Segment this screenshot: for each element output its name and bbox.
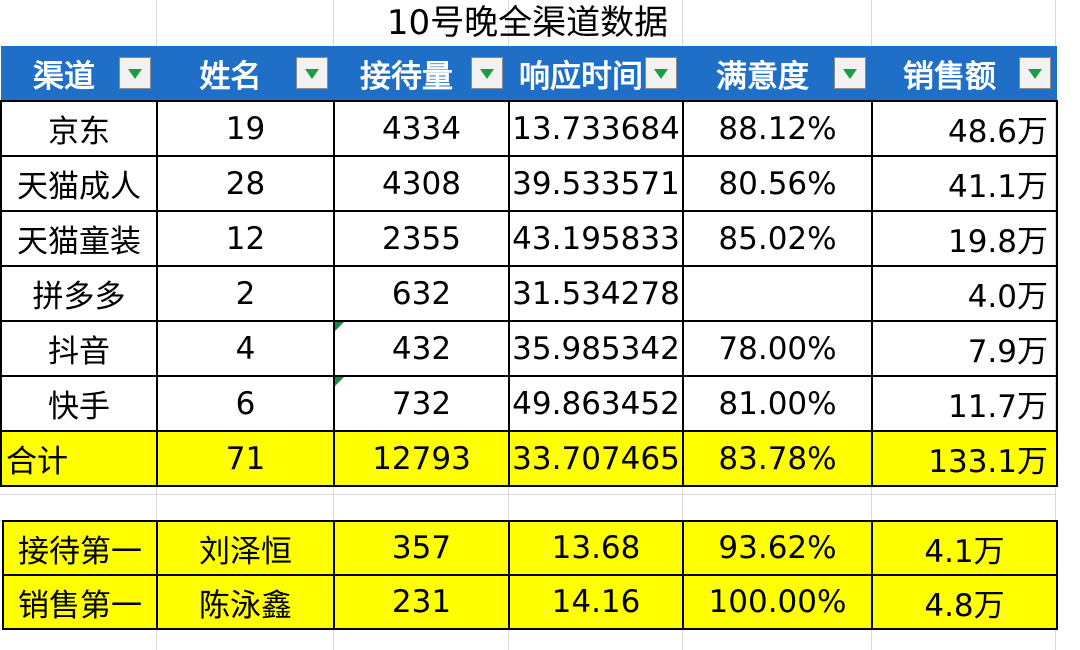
- cell[interactable]: 80.56%: [682, 155, 873, 212]
- filter-dropdown-icon[interactable]: [834, 57, 866, 89]
- header-cell-channel: 渠道: [1, 46, 157, 101]
- cell[interactable]: 销售第一: [2, 574, 158, 630]
- cell[interactable]: [682, 265, 873, 322]
- cell[interactable]: 6: [156, 375, 335, 432]
- cell[interactable]: 天猫成人: [0, 155, 158, 212]
- header-row: 渠道 姓名 接待量 响应时间 满意度 销售额: [1, 46, 1057, 101]
- sheet-title: 10号晚全渠道数据: [386, 3, 669, 43]
- header-cell-reception: 接待量: [334, 46, 509, 101]
- cell[interactable]: 13.68: [508, 520, 684, 576]
- cell[interactable]: 43.195833: [508, 210, 684, 267]
- cell[interactable]: 7.9万: [871, 320, 1058, 377]
- table-row: 京东 19 4334 13.733684 88.12% 48.6万: [0, 100, 1058, 157]
- table-row: 快手 6 732 49.863452 81.00% 11.7万: [0, 375, 1058, 432]
- cell[interactable]: 231: [333, 574, 510, 630]
- channel-data-table: 渠道 姓名 接待量 响应时间 满意度 销售额 京东 19 4334 13.733…: [0, 46, 1058, 487]
- total-row: 合计 71 12793 33.707465 83.78% 133.1万: [0, 430, 1058, 487]
- cell[interactable]: 拼多多: [0, 265, 158, 322]
- cell[interactable]: 合计: [0, 430, 158, 487]
- filter-dropdown-icon[interactable]: [119, 57, 151, 89]
- cell[interactable]: 83.78%: [682, 430, 873, 487]
- cell[interactable]: 28: [156, 155, 335, 212]
- cell[interactable]: 快手: [0, 375, 158, 432]
- header-cell-sales: 销售额: [872, 46, 1057, 101]
- cell[interactable]: 71: [156, 430, 335, 487]
- cell[interactable]: 京东: [0, 100, 158, 157]
- cell[interactable]: 2: [156, 265, 335, 322]
- cell[interactable]: 133.1万: [871, 430, 1058, 487]
- cell[interactable]: 4.1万: [871, 520, 1058, 576]
- grid-line: [0, 494, 1056, 495]
- cell[interactable]: 4: [156, 320, 335, 377]
- cell[interactable]: 732: [333, 375, 510, 432]
- header-cell-satisfaction: 满意度: [683, 46, 872, 101]
- cell[interactable]: 357: [333, 520, 510, 576]
- cell[interactable]: 13.733684: [508, 100, 684, 157]
- cell[interactable]: 31.534278: [508, 265, 684, 322]
- cell[interactable]: 78.00%: [682, 320, 873, 377]
- top-performers-table: 接待第一 刘泽恒 357 13.68 93.62% 4.1万 销售第一 陈泳鑫 …: [2, 520, 1058, 630]
- cell[interactable]: 100.00%: [682, 574, 873, 630]
- cell[interactable]: 4.0万: [871, 265, 1058, 322]
- cell[interactable]: 93.62%: [682, 520, 873, 576]
- cell[interactable]: 81.00%: [682, 375, 873, 432]
- cell[interactable]: 41.1万: [871, 155, 1058, 212]
- error-indicator-icon: [336, 378, 344, 386]
- cell[interactable]: 432: [333, 320, 510, 377]
- cell[interactable]: 12: [156, 210, 335, 267]
- cell[interactable]: 19.8万: [871, 210, 1058, 267]
- cell[interactable]: 2355: [333, 210, 510, 267]
- cell[interactable]: 19: [156, 100, 335, 157]
- cell[interactable]: 抖音: [0, 320, 158, 377]
- cell[interactable]: 39.533571: [508, 155, 684, 212]
- filter-dropdown-icon[interactable]: [1019, 57, 1051, 89]
- header-cell-name: 姓名: [157, 46, 334, 101]
- table-row: 抖音 4 432 35.985342 78.00% 7.9万: [0, 320, 1058, 377]
- cell[interactable]: 4.8万: [871, 574, 1058, 630]
- filter-dropdown-icon[interactable]: [645, 57, 677, 89]
- cell[interactable]: 陈泳鑫: [156, 574, 335, 630]
- cell[interactable]: 刘泽恒: [156, 520, 335, 576]
- filter-dropdown-icon[interactable]: [296, 57, 328, 89]
- cell[interactable]: 天猫童装: [0, 210, 158, 267]
- error-indicator-icon: [336, 323, 344, 331]
- cell[interactable]: 4308: [333, 155, 510, 212]
- header-cell-response-time: 响应时间: [509, 46, 683, 101]
- table-row: 接待第一 刘泽恒 357 13.68 93.62% 4.1万: [2, 520, 1058, 576]
- cell[interactable]: 48.6万: [871, 100, 1058, 157]
- cell[interactable]: 11.7万: [871, 375, 1058, 432]
- cell[interactable]: 49.863452: [508, 375, 684, 432]
- cell[interactable]: 35.985342: [508, 320, 684, 377]
- table-row: 销售第一 陈泳鑫 231 14.16 100.00% 4.8万: [2, 574, 1058, 630]
- table-row: 天猫成人 28 4308 39.533571 80.56% 41.1万: [0, 155, 1058, 212]
- table-row: 拼多多 2 632 31.534278 4.0万: [0, 265, 1058, 322]
- filter-dropdown-icon[interactable]: [471, 57, 503, 89]
- cell[interactable]: 12793: [333, 430, 510, 487]
- cell[interactable]: 14.16: [508, 574, 684, 630]
- cell[interactable]: 4334: [333, 100, 510, 157]
- table-row: 天猫童装 12 2355 43.195833 85.02% 19.8万: [0, 210, 1058, 267]
- cell[interactable]: 632: [333, 265, 510, 322]
- cell[interactable]: 33.707465: [508, 430, 684, 487]
- cell[interactable]: 88.12%: [682, 100, 873, 157]
- cell[interactable]: 接待第一: [2, 520, 158, 576]
- cell[interactable]: 85.02%: [682, 210, 873, 267]
